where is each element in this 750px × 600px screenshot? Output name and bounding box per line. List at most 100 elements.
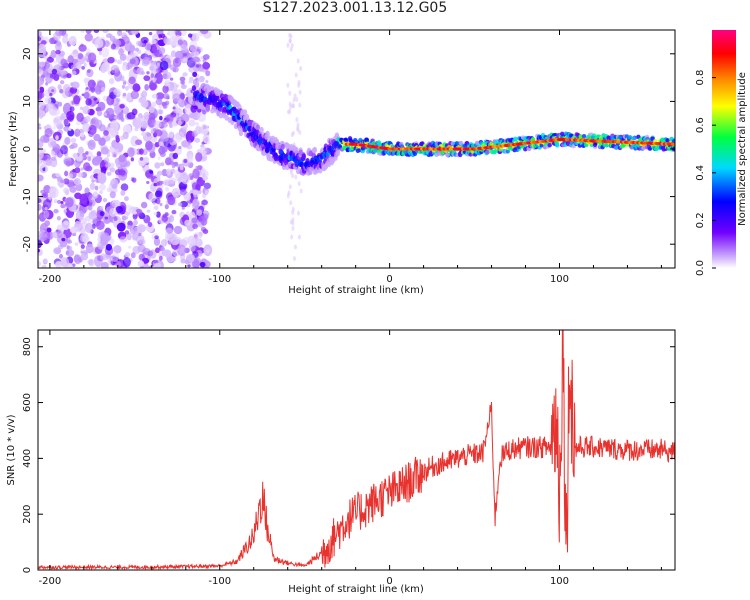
spectrogram-cell bbox=[310, 157, 315, 164]
spectrogram-cell bbox=[128, 44, 136, 53]
spectrogram-cell bbox=[38, 100, 45, 111]
spectrogram-cell bbox=[153, 262, 161, 268]
spectrogram-cell bbox=[195, 152, 203, 162]
spectrogram-cell bbox=[102, 253, 110, 261]
spectrogram-cell bbox=[167, 120, 173, 125]
spectrogram-cell bbox=[90, 142, 95, 147]
spectrogram-cell bbox=[179, 188, 187, 196]
spectrogram-cell bbox=[73, 95, 81, 105]
snr-y-ticks: 0 200 400 600 800 bbox=[22, 337, 675, 573]
snr-y-tick-label: 600 bbox=[22, 393, 33, 412]
spectrogram-cell bbox=[55, 261, 63, 268]
spectrogram-cell bbox=[133, 219, 138, 226]
spectrogram-cell bbox=[555, 143, 560, 148]
colorbar-tick-label: 0.4 bbox=[695, 165, 706, 181]
spectrogram-cell bbox=[122, 81, 127, 85]
spectrogram-cell bbox=[288, 184, 292, 190]
spectrogram-cell bbox=[78, 44, 87, 52]
spectrogram-cell bbox=[299, 188, 303, 194]
spectrogram-cell bbox=[74, 192, 82, 200]
spectrogram-cell bbox=[64, 137, 71, 145]
spectrogram-cell bbox=[38, 90, 43, 101]
snr-frame bbox=[37, 329, 676, 571]
spectrogram-cell bbox=[165, 157, 172, 166]
spectrogram-cell bbox=[200, 168, 207, 174]
spectrogram-cell bbox=[119, 103, 125, 109]
spectrogram-cell bbox=[118, 169, 126, 176]
colorbar-ticks: 0.0 0.2 0.4 0.6 0.8 bbox=[695, 70, 716, 276]
spectrogram-cell bbox=[190, 104, 197, 113]
spectrogram-cell bbox=[38, 203, 42, 211]
spectrogram-cell bbox=[218, 105, 224, 112]
spectrogram-cell bbox=[41, 192, 49, 199]
spectrogram-cell bbox=[40, 40, 47, 45]
spectrogram-cell bbox=[148, 106, 155, 113]
spectrogram-cell bbox=[101, 86, 106, 93]
spectrogram-cell bbox=[84, 223, 93, 234]
spectrogram-x-tick-label: 0 bbox=[386, 274, 392, 285]
spectrogram-cell bbox=[627, 135, 633, 140]
spectrogram-cell bbox=[49, 186, 59, 199]
spectrogram-cell bbox=[106, 171, 112, 176]
spectrogram-cell bbox=[296, 210, 300, 216]
spectrogram-cell bbox=[164, 249, 172, 258]
spectrogram-cell bbox=[74, 167, 81, 174]
spectrogram-cell bbox=[69, 226, 79, 234]
spectrogram-cell bbox=[187, 154, 194, 164]
spectrogram-cell bbox=[145, 140, 153, 151]
spectrogram-cell bbox=[38, 110, 44, 119]
spectrogram-cell bbox=[160, 239, 166, 247]
spectrogram-cell bbox=[115, 205, 123, 214]
spectrogram-cell bbox=[604, 142, 609, 148]
spectrogram-cell bbox=[149, 249, 157, 259]
spectrogram-cell bbox=[189, 76, 194, 82]
spectrogram-cell bbox=[165, 227, 174, 238]
spectrogram-cell bbox=[103, 130, 109, 136]
spectrogram-cell bbox=[139, 148, 144, 155]
spectrogram-cell bbox=[172, 93, 181, 102]
spectrogram-cell bbox=[50, 50, 57, 59]
spectrogram-cell bbox=[85, 243, 94, 254]
spectrogram-cell bbox=[67, 55, 74, 64]
spectrogram-cell bbox=[157, 108, 164, 115]
spectrogram-cell bbox=[141, 96, 147, 102]
spectrogram-x-tick-label: -200 bbox=[39, 274, 62, 285]
spectrogram-cell bbox=[116, 222, 126, 232]
spectrogram-cell bbox=[63, 118, 69, 126]
spectrogram-cell bbox=[187, 264, 191, 268]
spectrogram-cell bbox=[70, 142, 78, 149]
spectrogram-cell bbox=[259, 126, 264, 133]
spectrogram-y-tick-label: -10 bbox=[22, 188, 33, 204]
spectrogram-cell bbox=[153, 211, 158, 216]
spectrogram-cell bbox=[168, 131, 174, 138]
spectrogram-cell bbox=[218, 112, 224, 119]
spectrogram-cell bbox=[154, 129, 163, 137]
spectrogram-cell bbox=[201, 199, 208, 206]
spectrogram-cell bbox=[98, 124, 106, 132]
spectrogram-cell bbox=[49, 92, 53, 97]
spectrogram-cell bbox=[364, 137, 369, 142]
spectrogram-cell bbox=[66, 110, 75, 121]
spectrogram-cell bbox=[63, 187, 70, 194]
spectrogram-cell bbox=[166, 114, 174, 123]
spectrogram-cell bbox=[169, 77, 174, 81]
spectrogram-x-ticks: -200 -100 0 100 bbox=[39, 30, 662, 285]
spectrogram-cell bbox=[90, 86, 96, 93]
spectrogram-cell bbox=[69, 185, 77, 193]
spectrogram-cell bbox=[41, 264, 47, 268]
spectrogram-cell bbox=[107, 127, 116, 139]
spectrogram-cell bbox=[64, 170, 69, 177]
spectrogram-x-tick-label: 100 bbox=[550, 274, 569, 285]
spectrogram-cell bbox=[141, 59, 150, 67]
spectrogram-cell bbox=[168, 36, 177, 46]
colorbar-tick-label: 0.6 bbox=[695, 117, 706, 133]
spectrogram-cell bbox=[60, 58, 67, 67]
spectrogram-cell bbox=[67, 128, 75, 137]
spectrogram-cell bbox=[38, 149, 44, 161]
spectrogram-cell bbox=[59, 80, 65, 85]
snr-x-tick-label: -200 bbox=[39, 576, 62, 587]
spectrogram-cell bbox=[67, 173, 74, 179]
spectrogram-cell bbox=[202, 125, 207, 130]
spectrogram-cell bbox=[124, 230, 130, 235]
spectrogram-cell bbox=[38, 126, 42, 130]
